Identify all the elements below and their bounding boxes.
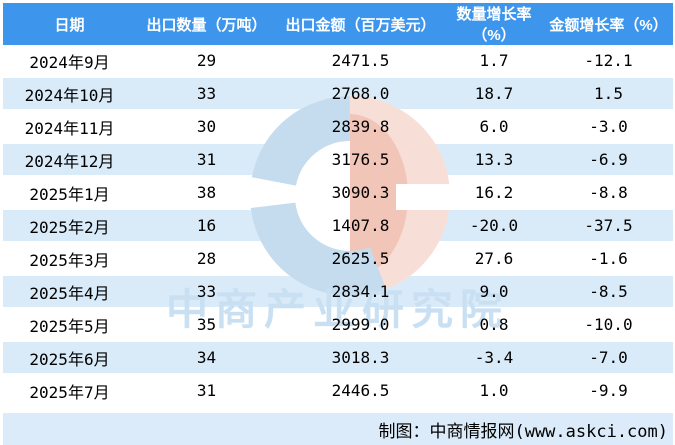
cell-amount-growth: -6.9	[544, 144, 673, 177]
cell-qty-growth: 1.7	[444, 45, 544, 78]
table-row: 2024年9月 29 2471.5 1.7 -12.1	[3, 45, 673, 78]
column-header-date: 日期	[3, 3, 136, 45]
cell-date: 2025年6月	[3, 342, 136, 375]
table-row: 2025年5月 35 2999.0 0.8 -10.0	[3, 309, 673, 342]
cell-amount: 3090.3	[277, 177, 444, 210]
cell-qty-growth: -3.4	[444, 342, 544, 375]
cell-amount-growth: -8.5	[544, 276, 673, 309]
cell-amount: 2471.5	[277, 45, 444, 78]
cell-amount: 3018.3	[277, 342, 444, 375]
table-row: 2025年6月 34 3018.3 -3.4 -7.0	[3, 342, 673, 375]
cell-qty: 31	[136, 144, 277, 177]
table-row: 2024年11月 30 2839.8 6.0 -3.0	[3, 111, 673, 144]
column-header-amount-growth: 金额增长率（%）	[544, 3, 673, 45]
cell-qty-growth: -20.0	[444, 210, 544, 243]
footer-gap	[3, 408, 673, 413]
column-header-export-amount: 出口金额（百万美元）	[277, 3, 444, 45]
cell-qty-growth: 18.7	[444, 78, 544, 111]
cell-amount: 2834.1	[277, 276, 444, 309]
cell-qty-growth: 13.3	[444, 144, 544, 177]
cell-amount-growth: -3.0	[544, 111, 673, 144]
cell-date: 2024年12月	[3, 144, 136, 177]
cell-amount: 2768.0	[277, 78, 444, 111]
cell-date: 2025年7月	[3, 375, 136, 408]
cell-qty-growth: 1.0	[444, 375, 544, 408]
cell-qty: 28	[136, 243, 277, 276]
cell-amount-growth: -10.0	[544, 309, 673, 342]
cell-amount-growth: -9.9	[544, 375, 673, 408]
footer-bar: 制图：中商情报网(www.askci.com)	[3, 413, 673, 445]
cell-qty: 38	[136, 177, 277, 210]
cell-date: 2025年4月	[3, 276, 136, 309]
cell-amount: 1407.8	[277, 210, 444, 243]
cell-qty: 30	[136, 111, 277, 144]
cell-qty: 16	[136, 210, 277, 243]
cell-amount-growth: -12.1	[544, 45, 673, 78]
cell-qty: 29	[136, 45, 277, 78]
cell-date: 2025年5月	[3, 309, 136, 342]
cell-amount-growth: -7.0	[544, 342, 673, 375]
cell-date: 2025年3月	[3, 243, 136, 276]
export-data-table: 日期 出口数量（万吨） 出口金额（百万美元） 数量增长率（%） 金额增长率（%）…	[3, 3, 673, 408]
cell-qty: 33	[136, 276, 277, 309]
cell-qty: 33	[136, 78, 277, 111]
column-header-export-qty: 出口数量（万吨）	[136, 3, 277, 45]
header-row: 日期 出口数量（万吨） 出口金额（百万美元） 数量增长率（%） 金额增长率（%）	[3, 3, 673, 45]
table-row: 2025年2月 16 1407.8 -20.0 -37.5	[3, 210, 673, 243]
cell-qty: 34	[136, 342, 277, 375]
table-row: 2024年10月 33 2768.0 18.7 1.5	[3, 78, 673, 111]
cell-date: 2024年9月	[3, 45, 136, 78]
cell-qty-growth: 9.0	[444, 276, 544, 309]
table-row: 2025年7月 31 2446.5 1.0 -9.9	[3, 375, 673, 408]
export-data-table-page: 中商产业研究院 日期 出口数量（万吨） 出口金额（百万美元） 数量增长率（%） …	[3, 3, 673, 445]
cell-date: 2024年11月	[3, 111, 136, 144]
cell-amount: 2446.5	[277, 375, 444, 408]
cell-amount: 2999.0	[277, 309, 444, 342]
cell-qty-growth: 16.2	[444, 177, 544, 210]
cell-amount-growth: -37.5	[544, 210, 673, 243]
table-row: 2025年4月 33 2834.1 9.0 -8.5	[3, 276, 673, 309]
cell-qty: 35	[136, 309, 277, 342]
cell-qty-growth: 6.0	[444, 111, 544, 144]
cell-amount: 3176.5	[277, 144, 444, 177]
table-area: 中商产业研究院 日期 出口数量（万吨） 出口金额（百万美元） 数量增长率（%） …	[3, 3, 673, 408]
cell-qty: 31	[136, 375, 277, 408]
cell-amount: 2625.5	[277, 243, 444, 276]
cell-amount: 2839.8	[277, 111, 444, 144]
cell-date: 2024年10月	[3, 78, 136, 111]
cell-amount-growth: 1.5	[544, 78, 673, 111]
cell-date: 2025年2月	[3, 210, 136, 243]
cell-amount-growth: -8.8	[544, 177, 673, 210]
credit-text: 制图：中商情报网(www.askci.com)	[378, 421, 668, 442]
table-row: 2025年3月 28 2625.5 27.6 -1.6	[3, 243, 673, 276]
table-row: 2024年12月 31 3176.5 13.3 -6.9	[3, 144, 673, 177]
table-row: 2025年1月 38 3090.3 16.2 -8.8	[3, 177, 673, 210]
cell-amount-growth: -1.6	[544, 243, 673, 276]
cell-qty-growth: 0.8	[444, 309, 544, 342]
column-header-qty-growth: 数量增长率（%）	[444, 3, 544, 45]
cell-qty-growth: 27.6	[444, 243, 544, 276]
cell-date: 2025年1月	[3, 177, 136, 210]
